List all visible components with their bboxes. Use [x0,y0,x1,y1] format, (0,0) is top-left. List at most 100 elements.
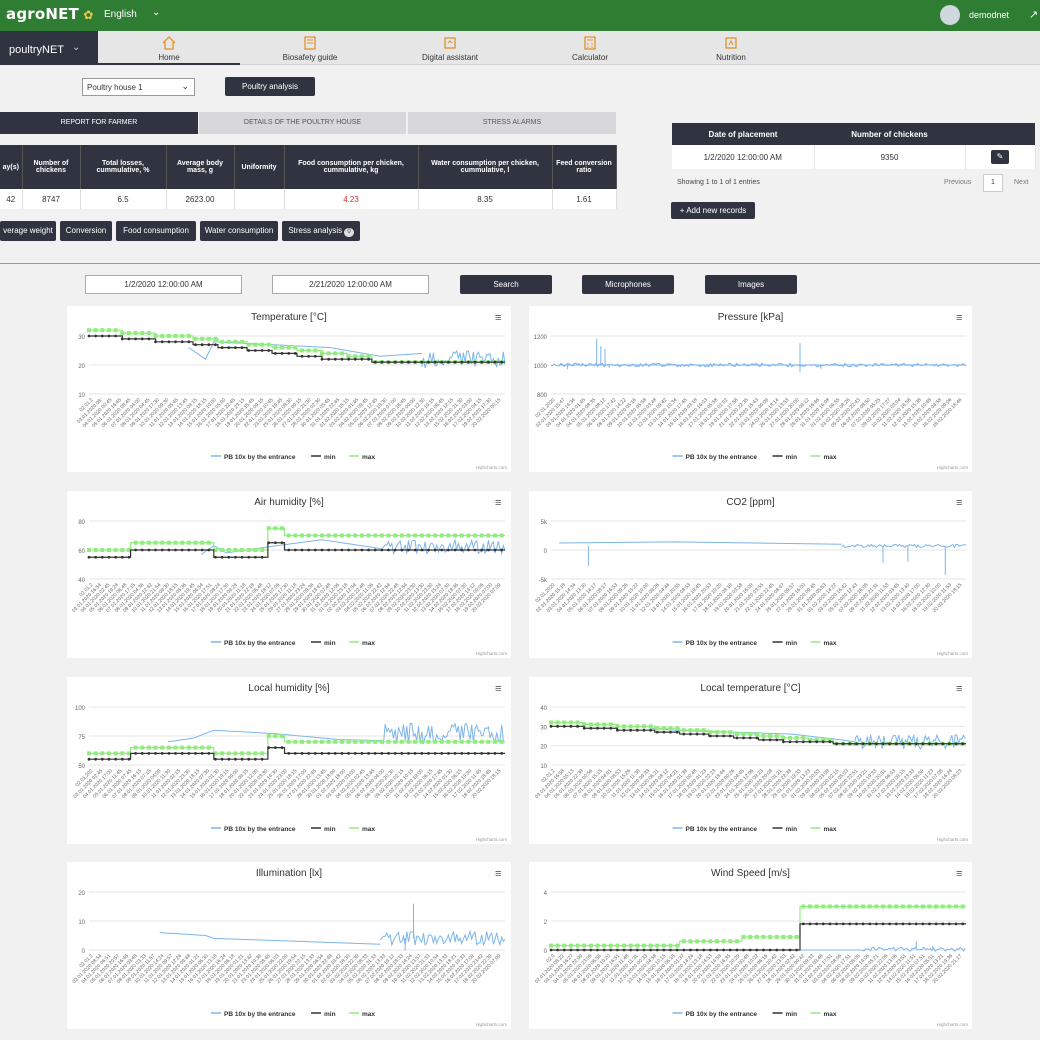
marker-max [459,533,464,538]
pagination-page[interactable]: 1 [983,174,1003,192]
chart-menu-icon[interactable]: ≡ [495,868,501,880]
legend-item[interactable]: max [824,454,837,461]
date-from-input[interactable]: 1/2/2020 12:00:00 AM [85,275,242,294]
chart-credits[interactable]: Highcharts.com [476,837,508,842]
column-header [965,123,1035,145]
microphones-button[interactable]: Microphones [582,275,674,294]
marker-max [406,533,411,538]
marker-max [133,540,138,545]
legend-item[interactable]: max [824,1011,837,1018]
chart-credits[interactable]: Highcharts.com [937,465,969,470]
tab-biosafety-guide[interactable]: Biosafety guide [240,31,380,65]
marker-min [582,948,586,952]
chart-credits[interactable]: Highcharts.com [937,1022,969,1027]
marker-min [669,730,672,734]
poultry-analysis-button[interactable]: Poultry analysis [225,77,315,96]
marker-max [486,533,491,538]
chart-title: Local temperature [°C] [700,683,800,694]
conversion-button[interactable]: Conversion [60,221,112,241]
legend-item[interactable]: PB 10x by the entrance [224,454,296,461]
legend-item[interactable]: PB 10x by the entrance [224,1011,296,1018]
chart-credits[interactable]: Highcharts.com [937,651,969,656]
legend-item[interactable]: min [786,454,798,461]
y-tick-label: 40 [540,706,547,712]
marker-max [313,533,318,538]
chart-menu-icon[interactable]: ≡ [956,683,962,695]
chart-menu-icon[interactable]: ≡ [956,868,962,880]
user-avatar-icon[interactable] [940,5,960,25]
language-selector[interactable]: English [104,9,137,20]
water-consumption-button[interactable]: Water consumption [200,221,278,241]
tab-home[interactable]: Home [98,31,240,65]
marker-min [453,360,457,364]
chart-credits[interactable]: Highcharts.com [476,465,508,470]
legend-item[interactable]: max [362,1011,375,1018]
legend-item[interactable]: max [824,826,837,833]
marker-max [794,934,799,939]
chart-credits[interactable]: Highcharts.com [476,651,508,656]
legend-item[interactable]: min [324,826,336,833]
pagination-previous[interactable]: Previous [944,179,972,186]
legend-item[interactable]: max [824,640,837,647]
images-button[interactable]: Images [705,275,797,294]
legend-item[interactable]: min [786,826,798,833]
chart-title: CO2 [ppm] [726,497,775,508]
legend-item[interactable]: min [324,454,336,461]
legend-item[interactable]: PB 10x by the entrance [686,640,758,647]
legend-item[interactable]: max [362,454,375,461]
legend-item[interactable]: min [324,1011,336,1018]
tab-nutrition[interactable]: Nutrition [660,31,802,65]
average-weight-button[interactable]: verage weight [0,221,56,241]
chart-menu-icon[interactable]: ≡ [495,683,501,695]
legend-item[interactable]: min [786,640,798,647]
legend-item[interactable]: min [324,640,336,647]
poultry-house-select[interactable]: Poultry house 1 ⌄ [82,78,195,96]
column-header: Number of chickens [22,145,81,189]
chevron-down-icon[interactable]: ⌄ [152,7,161,18]
chart-menu-icon[interactable]: ≡ [956,497,962,509]
marker-min [427,752,430,755]
legend-item[interactable]: PB 10x by the entrance [686,454,758,461]
legend-item[interactable]: max [362,826,375,833]
marker-min [433,548,437,552]
chart-menu-icon[interactable]: ≡ [495,497,501,509]
food-consumption-button[interactable]: Food consumption [116,221,196,241]
marker-min [888,922,892,926]
tab-digital-assistant[interactable]: Digital assistant [380,31,520,65]
legend-item[interactable]: PB 10x by the entrance [224,640,296,647]
date-to-input[interactable]: 2/21/2020 12:00:00 AM [272,275,429,294]
chart-menu-icon[interactable]: ≡ [956,312,962,324]
marker-max [313,348,318,353]
marker-min [147,752,151,755]
search-button[interactable]: Search [460,275,552,294]
legend-item[interactable]: PB 10x by the entrance [686,826,758,833]
legend-item[interactable]: PB 10x by the entrance [224,826,296,833]
tab-calculator[interactable]: Calculator [520,31,660,65]
legend-item[interactable]: max [362,640,375,647]
agronet-logo[interactable]: agroNET ✿ [6,5,94,23]
marker-min [549,948,553,952]
tab-stress-alarms[interactable]: STRESS ALARMS [408,112,616,134]
chart-credits[interactable]: Highcharts.com [476,1022,508,1027]
chart-credits[interactable]: Highcharts.com [937,837,969,842]
add-new-records-button[interactable]: + Add new records [671,202,755,219]
marker-max [615,943,620,948]
legend-item[interactable]: PB 10x by the entrance [686,1011,758,1018]
marker-min [447,548,450,552]
tab-details-poultry-house[interactable]: DETAILS OF THE POULTRY HOUSE [199,112,406,134]
marker-max [133,745,138,750]
column-header: Food consumption per chicken, cummulativ… [284,145,419,189]
marker-min [400,548,404,552]
table-cell: 42 [0,189,23,209]
marker-max [668,726,673,731]
user-name[interactable]: demodnet [969,10,1010,20]
chart-menu-icon[interactable]: ≡ [495,312,501,324]
tab-report-for-farmer[interactable]: REPORT FOR FARMER [0,112,198,134]
logout-icon[interactable]: ↗ [1029,9,1039,21]
product-selector[interactable]: poultryNET ⌄ [0,31,98,65]
edit-pencil-icon[interactable]: ✎ [991,150,1009,164]
pagination-next[interactable]: Next [1014,179,1029,186]
marker-max [140,745,145,750]
legend-item[interactable]: min [786,1011,798,1018]
stress-analysis-button[interactable]: Stress analysis 0 [282,221,360,241]
